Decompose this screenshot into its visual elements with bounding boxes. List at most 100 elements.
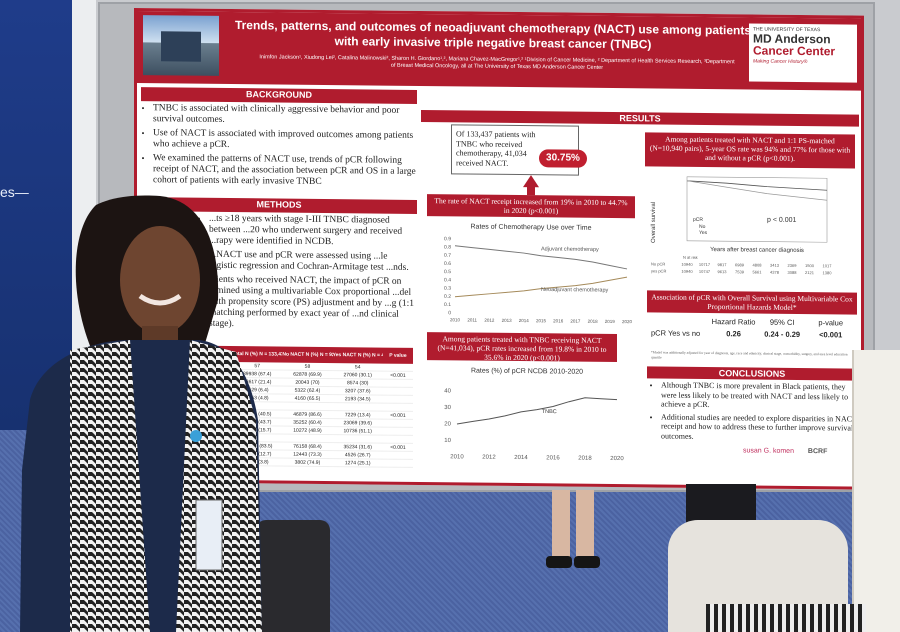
summary-percent: 30.75% xyxy=(539,149,587,168)
poster-title: Trends, patterns, and outcomes of neoadj… xyxy=(234,18,752,52)
risk-cell: 10940 xyxy=(681,262,693,267)
series-line xyxy=(454,245,628,270)
y-tick-label: 0.5 xyxy=(444,269,451,275)
chemo-use-chart: Rates of Chemotherapy Use over Time 0.9 0… xyxy=(427,218,635,331)
table-row: 5076 (3.8) 3802 (74.9) 1274 (25.1) xyxy=(217,457,413,468)
table-cell: 12443 (73.3) xyxy=(293,451,322,458)
blue-banner: es— xyxy=(0,0,72,430)
nact-callout: The rate of NACT receipt increased from … xyxy=(427,194,635,219)
conclusions-bullet: Although TNBC is more prevalent in Black… xyxy=(661,381,857,412)
km-legend-no: No xyxy=(699,224,706,230)
x-tick-label: 2019 xyxy=(605,319,616,324)
arrow-stem xyxy=(527,185,535,196)
easel xyxy=(852,350,900,632)
pcr-rate-chart: Rates (%) of pCR NCDB 2010-2020 40302010… xyxy=(427,362,627,465)
hr-row: pCR Yes vs no 0.26 0.24 - 0.29 <0.001 xyxy=(651,328,855,339)
hr-cell: <0.001 xyxy=(819,330,843,340)
y-tick-label: 0.6 xyxy=(444,261,451,267)
risk-cell: 10940 xyxy=(681,269,693,274)
hr-header-row: Hazard Ratio 95% CI p-value xyxy=(651,316,855,327)
x-tick-label: 2017 xyxy=(570,319,581,324)
y-tick-label: 30 xyxy=(444,405,451,411)
table-cell: 20043 (70) xyxy=(295,379,320,386)
table-cell xyxy=(282,406,332,407)
table-cell: 62878 (69.9) xyxy=(293,371,322,378)
table-cell: 8529 (6.4) xyxy=(245,386,269,393)
risk-row-label: yes pCR xyxy=(651,268,666,273)
y-tick-label: 10 xyxy=(444,438,451,444)
table-cell: 21008 (15.7) xyxy=(243,426,272,433)
table-cell: 54108 (40.5) xyxy=(243,410,272,417)
table-cell: 57 xyxy=(254,362,260,369)
table-cell: 4526 (26.7) xyxy=(344,451,371,458)
table-cell: 89938 (67.4) xyxy=(243,370,272,377)
risk-cell: 2121 xyxy=(805,270,815,275)
table-cell: 58321 (43.7) xyxy=(243,418,272,425)
poster: Trends, patterns, and outcomes of neoadj… xyxy=(134,8,864,490)
table-cell: 10272 (48.9) xyxy=(293,427,322,434)
table-cell: 5076 (3.8) xyxy=(245,458,269,465)
hr-cell: 0.26 xyxy=(726,329,741,339)
y-tick-label: 0.3 xyxy=(444,286,451,292)
series-line xyxy=(456,397,618,425)
poster-header: Trends, patterns, and outcomes of neoadj… xyxy=(137,11,861,91)
hr-col: 95% CI xyxy=(769,317,795,327)
y-tick-label: 0.8 xyxy=(444,244,451,250)
logo-tagline: Making Cancer History® xyxy=(753,58,808,66)
series-label: Adjuvant chemotherapy xyxy=(541,246,599,253)
km-ylabel: Overall survival xyxy=(651,202,657,243)
risk-cell: 3413 xyxy=(770,263,780,268)
risk-cell: 7539 xyxy=(735,269,745,274)
building-photo xyxy=(143,15,219,76)
methods-bullet: ...NACT use and pCR were assessed using … xyxy=(209,250,417,274)
table-cell: 8574 (30) xyxy=(347,379,369,386)
table-body: 57 58 54 89938 (67.4) 62878 (69.9) 27060 (30.… xyxy=(217,361,413,468)
km-xlabel: Years after breast cancer diagnosis xyxy=(710,247,804,254)
hr-table: Hazard Ratio 95% CI p-value pCR Yes vs n… xyxy=(651,316,855,348)
x-tick-label: 2016 xyxy=(546,455,560,461)
banner-text: es— xyxy=(0,184,29,200)
x-tick-label: 2013 xyxy=(502,318,513,323)
table-cell: <0.001 xyxy=(390,444,406,451)
risk-cell: 10717 xyxy=(699,262,711,267)
patterned-bag xyxy=(706,604,866,632)
risk-cell: 5661 xyxy=(753,269,763,274)
risk-cell: 4378 xyxy=(770,270,780,275)
risk-cell: 9817 xyxy=(718,262,728,267)
conclusions-body: Although TNBC is more prevalent in Black… xyxy=(649,380,857,446)
y-tick-label: 40 xyxy=(444,388,451,394)
risk-cell: 10747 xyxy=(699,269,711,274)
risk-cell: 4808 xyxy=(753,262,763,267)
table-cell: 3207 (37.6) xyxy=(344,387,371,394)
table-cell: 2193 (34.5) xyxy=(344,395,371,402)
background-heading: BACKGROUND xyxy=(141,87,417,104)
series-label: TNBC xyxy=(542,409,557,415)
characteristics-table: Total N (%) N = 133,437 No NACT N (%) N … xyxy=(217,345,413,476)
table-cell: 46879 (86.6) xyxy=(293,411,322,418)
risk-cell: 1380 xyxy=(823,270,833,275)
methods-bullet: ...ients who received NACT, the impact o… xyxy=(209,275,417,332)
risk-row-label: No pCR xyxy=(651,261,665,266)
table-cell: 4160 (65.5) xyxy=(294,395,321,402)
hr-col: p-value xyxy=(818,318,844,328)
poster-authors: Inimfon Jackson¹, Xiudong Lei², Catalina… xyxy=(259,54,735,71)
km-risk-label: N at risk xyxy=(683,255,698,260)
table-header-cell: No NACT N (%) N = 92,403 xyxy=(282,351,333,359)
risk-cell: 2369 xyxy=(788,263,798,268)
black-chair xyxy=(256,520,330,632)
background-body: TNBC is associated with clinically aggre… xyxy=(141,103,417,194)
table-cell xyxy=(232,438,282,439)
table-cell xyxy=(232,406,282,407)
background-person xyxy=(686,484,756,524)
risk-cell: 1017 xyxy=(823,263,833,268)
y-tick-label: 0 xyxy=(448,310,451,316)
table-cell: 111392 (83.5) xyxy=(242,442,273,449)
background-bullet: Use of NACT is associated with improved … xyxy=(153,128,417,153)
table-cell xyxy=(333,439,383,440)
km-curve: Overall survival pCR No Yes p < 0.001 Ye… xyxy=(647,170,857,283)
risk-cell: 3088 xyxy=(788,270,798,275)
x-tick-label: 2018 xyxy=(578,456,592,462)
table-cell: 76158 (68.4) xyxy=(293,443,322,450)
methods-body: ...ts ≥18 years with stage I-III TNBC di… xyxy=(141,213,417,346)
